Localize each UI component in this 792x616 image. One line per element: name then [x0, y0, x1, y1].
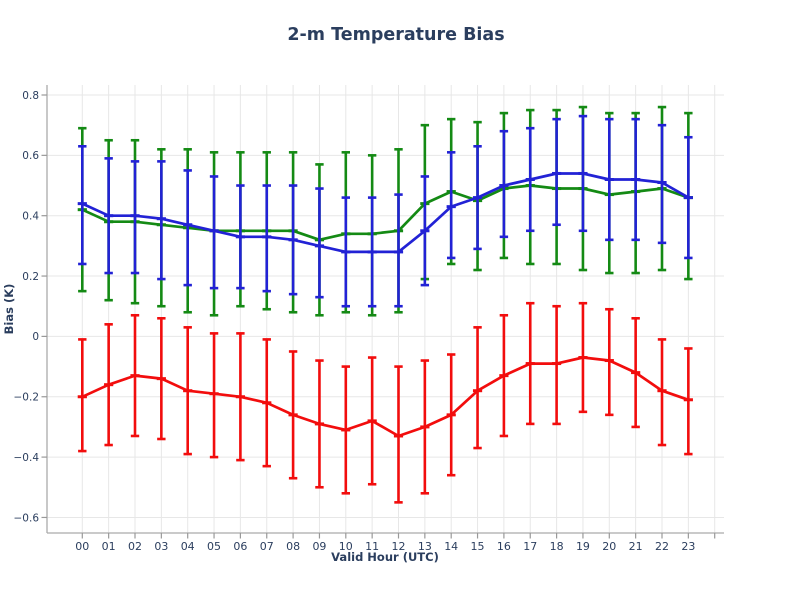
x-tick-label: 15	[471, 540, 485, 553]
x-axis-label: Valid Hour (UTC)	[331, 550, 439, 564]
blue-series	[77, 114, 693, 308]
x-tick-label: 19	[576, 540, 590, 553]
x-tick-label: 04	[181, 540, 195, 553]
x-tick-label: 01	[102, 540, 116, 553]
x-tick-label: 03	[154, 540, 168, 553]
x-tick-label: 05	[207, 540, 221, 553]
x-tick-label: 13	[418, 540, 432, 553]
x-tick-label: 06	[233, 540, 247, 553]
y-tick-label: −0.2	[14, 392, 40, 404]
x-tick-label: 20	[602, 540, 616, 553]
y-tick-label: −0.6	[14, 512, 40, 524]
x-tick-label: 11	[365, 540, 379, 553]
y-axis-label: Bias (K)	[2, 284, 16, 335]
axis-layer: 0.8 0.6 0.4 0.2 0 −0.2 −0.4 −0.6 00 01 02 03 04 05 06 0…	[14, 85, 724, 553]
x-tick-label: 14	[444, 540, 458, 553]
x-tick-label: 00	[75, 540, 89, 553]
y-tick-label: 0	[32, 331, 39, 343]
x-tick-label: 22	[655, 540, 669, 553]
y-tick-label: 0.2	[22, 271, 39, 283]
red-series-line	[80, 356, 690, 438]
blue-series-line	[80, 172, 690, 254]
y-tick-label: 0.8	[22, 90, 39, 102]
x-tick-label: 07	[260, 540, 274, 553]
x-tick-label: 09	[312, 540, 326, 553]
series-layer	[77, 105, 693, 504]
grid-layer	[47, 85, 724, 533]
x-tick-label: 17	[523, 540, 537, 553]
x-tick-label: 02	[128, 540, 142, 553]
green-series	[77, 105, 693, 317]
x-tick-label: 10	[339, 540, 353, 553]
y-tick-label: 0.4	[22, 211, 39, 223]
red-series	[77, 301, 693, 504]
x-tick-label: 21	[629, 540, 643, 553]
x-tick-label: 08	[286, 540, 300, 553]
chart-title: 2-m Temperature Bias	[287, 25, 504, 45]
y-tick-label: 0.6	[22, 150, 39, 162]
x-tick-label: 16	[497, 540, 511, 553]
x-tick-label: 12	[392, 540, 406, 553]
y-tick-label: −0.4	[14, 452, 40, 464]
x-tick-label: 23	[681, 540, 695, 553]
green-series-line	[80, 184, 690, 242]
x-tick-label: 18	[550, 540, 564, 553]
